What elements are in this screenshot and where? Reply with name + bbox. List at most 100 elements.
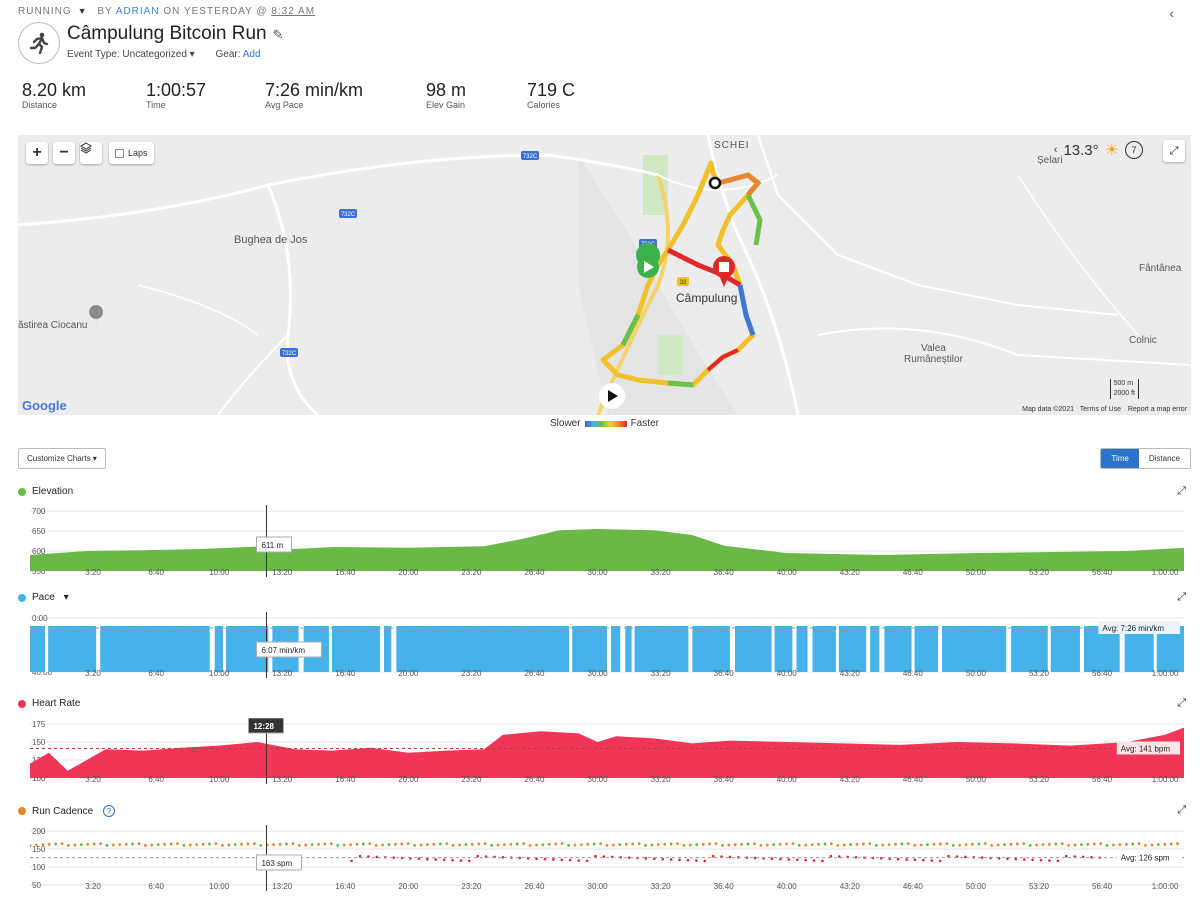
pace-chart-title[interactable]: Pace ▾ bbox=[18, 592, 69, 603]
cadence-point bbox=[938, 842, 942, 846]
cadence-point bbox=[721, 844, 724, 847]
cadence-point bbox=[938, 859, 942, 863]
road-label: 33 bbox=[680, 280, 687, 286]
y-tick-label: 200 bbox=[32, 827, 46, 836]
expand-icon[interactable]: ⤢ bbox=[1177, 591, 1186, 603]
cadence-point bbox=[585, 859, 589, 863]
running-icon bbox=[18, 22, 60, 64]
cadence-point bbox=[86, 842, 90, 846]
cadence-point bbox=[297, 844, 301, 847]
author-link[interactable]: ADRIAN bbox=[115, 6, 160, 17]
route-map[interactable]: 732C 732C 732C 732C 33 + − Laps ‹ 13.3° … bbox=[18, 135, 1191, 415]
cadence-point bbox=[163, 842, 167, 846]
report-link[interactable]: Report a map error bbox=[1127, 406, 1187, 413]
cadence-point bbox=[438, 842, 442, 846]
fullscreen-icon[interactable]: ⤢ bbox=[1163, 140, 1185, 162]
pace-gap bbox=[1079, 626, 1084, 672]
distance-toggle-button[interactable]: Distance bbox=[1138, 449, 1190, 468]
heart-rate-chart[interactable]: 1751501251003:206:4010:0013:2016:4020:00… bbox=[30, 717, 1184, 784]
cadence-point bbox=[547, 842, 551, 846]
terms-link[interactable]: Terms of Use bbox=[1079, 406, 1121, 413]
caret-down-icon[interactable]: ▼ bbox=[77, 6, 88, 16]
cadence-point bbox=[445, 842, 449, 845]
x-tick-label: 1:00:00 bbox=[1152, 568, 1179, 577]
map-canvas[interactable]: 732C 732C 732C 732C 33 bbox=[18, 135, 1191, 415]
cadence-point bbox=[1039, 858, 1043, 862]
cadence-point bbox=[214, 842, 218, 845]
time-toggle-button[interactable]: Time bbox=[1101, 449, 1139, 468]
lap-marker-icon[interactable] bbox=[708, 176, 722, 190]
x-tick-label: 56:40 bbox=[1092, 882, 1113, 891]
pace-gap bbox=[792, 626, 797, 672]
help-icon[interactable]: ? bbox=[103, 805, 116, 817]
cadence-point bbox=[855, 842, 859, 846]
cadence-point bbox=[252, 842, 256, 845]
start-marker-icon[interactable] bbox=[636, 243, 661, 285]
cadence-point bbox=[1150, 843, 1154, 847]
laps-checkbox[interactable]: Laps bbox=[109, 142, 154, 164]
cadence-point bbox=[426, 843, 429, 847]
checkbox-icon[interactable] bbox=[115, 148, 124, 158]
activity-time[interactable]: 8:32 AM bbox=[271, 6, 316, 17]
zoom-out-button[interactable]: − bbox=[53, 142, 75, 164]
layers-icon[interactable] bbox=[80, 142, 102, 164]
edit-pencil-icon[interactable]: ✎ bbox=[272, 27, 284, 42]
x-tick-label: 13:20 bbox=[272, 775, 293, 784]
elevation-chart[interactable]: 700 650 600 550 3:20 6:40 10:00 13:20 16:40 20:00… bbox=[30, 505, 1184, 577]
avg-label: Avg: 7:26 min/km bbox=[1102, 624, 1164, 633]
wind-icon: 7 bbox=[1125, 141, 1143, 159]
x-tick-label: 1:00:00 bbox=[1152, 669, 1179, 678]
activity-title[interactable]: Câmpulung Bitcoin Run ✎ bbox=[67, 23, 284, 44]
cadence-point bbox=[971, 842, 974, 846]
activity-subline: Event Type: Uncategorized ▾ Gear: Add bbox=[67, 49, 261, 60]
cadence-point bbox=[111, 843, 115, 847]
cadence-point bbox=[930, 859, 934, 862]
nav-arrows[interactable]: ‹ bbox=[1169, 5, 1186, 21]
cadence-point bbox=[842, 843, 846, 847]
cadence-point bbox=[759, 844, 763, 847]
x-tick-label: 26:40 bbox=[524, 669, 545, 678]
time-distance-toggle[interactable]: Time Distance bbox=[1100, 448, 1191, 469]
zoom-in-button[interactable]: + bbox=[26, 142, 48, 164]
elevation-dot-icon bbox=[18, 487, 26, 496]
cadence-point bbox=[753, 842, 756, 845]
y-tick-label: 150 bbox=[32, 738, 46, 747]
cadence-point bbox=[900, 842, 904, 846]
cadence-chart[interactable]: 200 150 100 50 3:20 6:40 10:00 13:20 16:40 20:00 2… bbox=[28, 825, 1184, 891]
place-pin-icon bbox=[89, 305, 104, 330]
event-type-dropdown[interactable]: Event Type: Uncategorized ▾ bbox=[67, 49, 195, 60]
pace-chart[interactable]: 0:0020:0040:003:206:4010:0013:2016:4020:… bbox=[30, 612, 1184, 678]
cadence-point bbox=[323, 842, 327, 846]
expand-icon[interactable]: ⤢ bbox=[1177, 697, 1186, 709]
cadence-point bbox=[150, 843, 154, 847]
activity-type[interactable]: RUNNING bbox=[18, 6, 72, 17]
cadence-point bbox=[1064, 854, 1068, 858]
cadence-point bbox=[1028, 844, 1032, 847]
play-route-icon[interactable] bbox=[599, 383, 625, 409]
cadence-point bbox=[711, 854, 715, 858]
end-marker-icon[interactable] bbox=[713, 256, 735, 287]
cadence-point bbox=[728, 855, 732, 859]
x-tick-label: 20:00 bbox=[398, 669, 419, 678]
cadence-point bbox=[678, 858, 681, 862]
gear-add-link[interactable]: Add bbox=[242, 49, 261, 60]
expand-icon[interactable]: ⤢ bbox=[1177, 485, 1186, 497]
cadence-point bbox=[304, 843, 308, 847]
road-label: 732C bbox=[341, 212, 356, 218]
pace-gap bbox=[807, 626, 813, 672]
cadence-point bbox=[1176, 842, 1179, 845]
chevron-left-icon[interactable]: ‹ bbox=[1053, 144, 1058, 156]
cadence-point bbox=[1156, 843, 1160, 847]
cadence-point bbox=[812, 859, 816, 862]
x-tick-label: 30:00 bbox=[588, 669, 609, 678]
customize-charts-button[interactable]: Customize Charts ▾ bbox=[18, 448, 106, 469]
cadence-point bbox=[220, 844, 224, 847]
x-tick-label: 50:00 bbox=[966, 775, 987, 784]
expand-icon[interactable]: ⤢ bbox=[1177, 804, 1186, 816]
cadence-point bbox=[1137, 842, 1141, 845]
by-label: BY bbox=[97, 6, 113, 17]
x-tick-label: 26:40 bbox=[524, 775, 545, 784]
x-tick-label: 23:20 bbox=[461, 669, 482, 678]
y-tick-label: 550 bbox=[32, 567, 46, 576]
cadence-point bbox=[350, 859, 353, 863]
